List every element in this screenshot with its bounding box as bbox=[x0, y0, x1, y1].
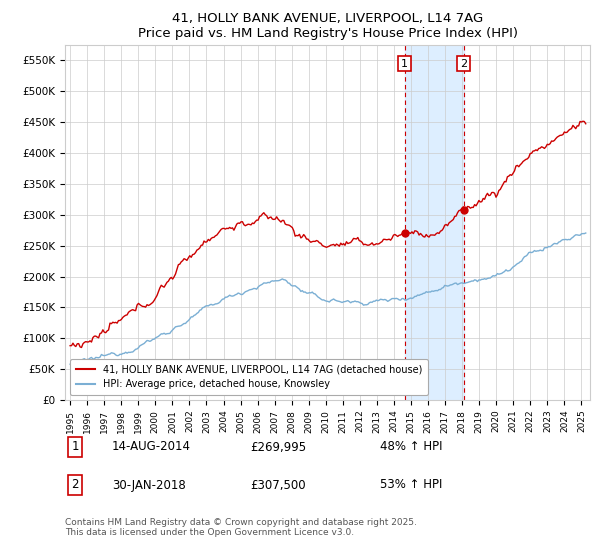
Text: Contains HM Land Registry data © Crown copyright and database right 2025.
This d: Contains HM Land Registry data © Crown c… bbox=[65, 518, 417, 538]
Text: 53% ↑ HPI: 53% ↑ HPI bbox=[380, 478, 442, 492]
Text: 30-JAN-2018: 30-JAN-2018 bbox=[112, 478, 186, 492]
Legend: 41, HOLLY BANK AVENUE, LIVERPOOL, L14 7AG (detached house), HPI: Average price, : 41, HOLLY BANK AVENUE, LIVERPOOL, L14 7A… bbox=[70, 358, 428, 395]
Bar bbox=[404, 45, 464, 400]
Text: 1: 1 bbox=[71, 441, 79, 454]
Text: 48% ↑ HPI: 48% ↑ HPI bbox=[380, 441, 443, 454]
Text: 2: 2 bbox=[71, 478, 79, 492]
Text: £269,995: £269,995 bbox=[250, 441, 306, 454]
Text: 1: 1 bbox=[401, 59, 408, 68]
Text: 14-AUG-2014: 14-AUG-2014 bbox=[112, 441, 191, 454]
Text: £307,500: £307,500 bbox=[250, 478, 305, 492]
Text: 2: 2 bbox=[460, 59, 467, 68]
Title: 41, HOLLY BANK AVENUE, LIVERPOOL, L14 7AG
Price paid vs. HM Land Registry's Hous: 41, HOLLY BANK AVENUE, LIVERPOOL, L14 7A… bbox=[137, 12, 517, 40]
